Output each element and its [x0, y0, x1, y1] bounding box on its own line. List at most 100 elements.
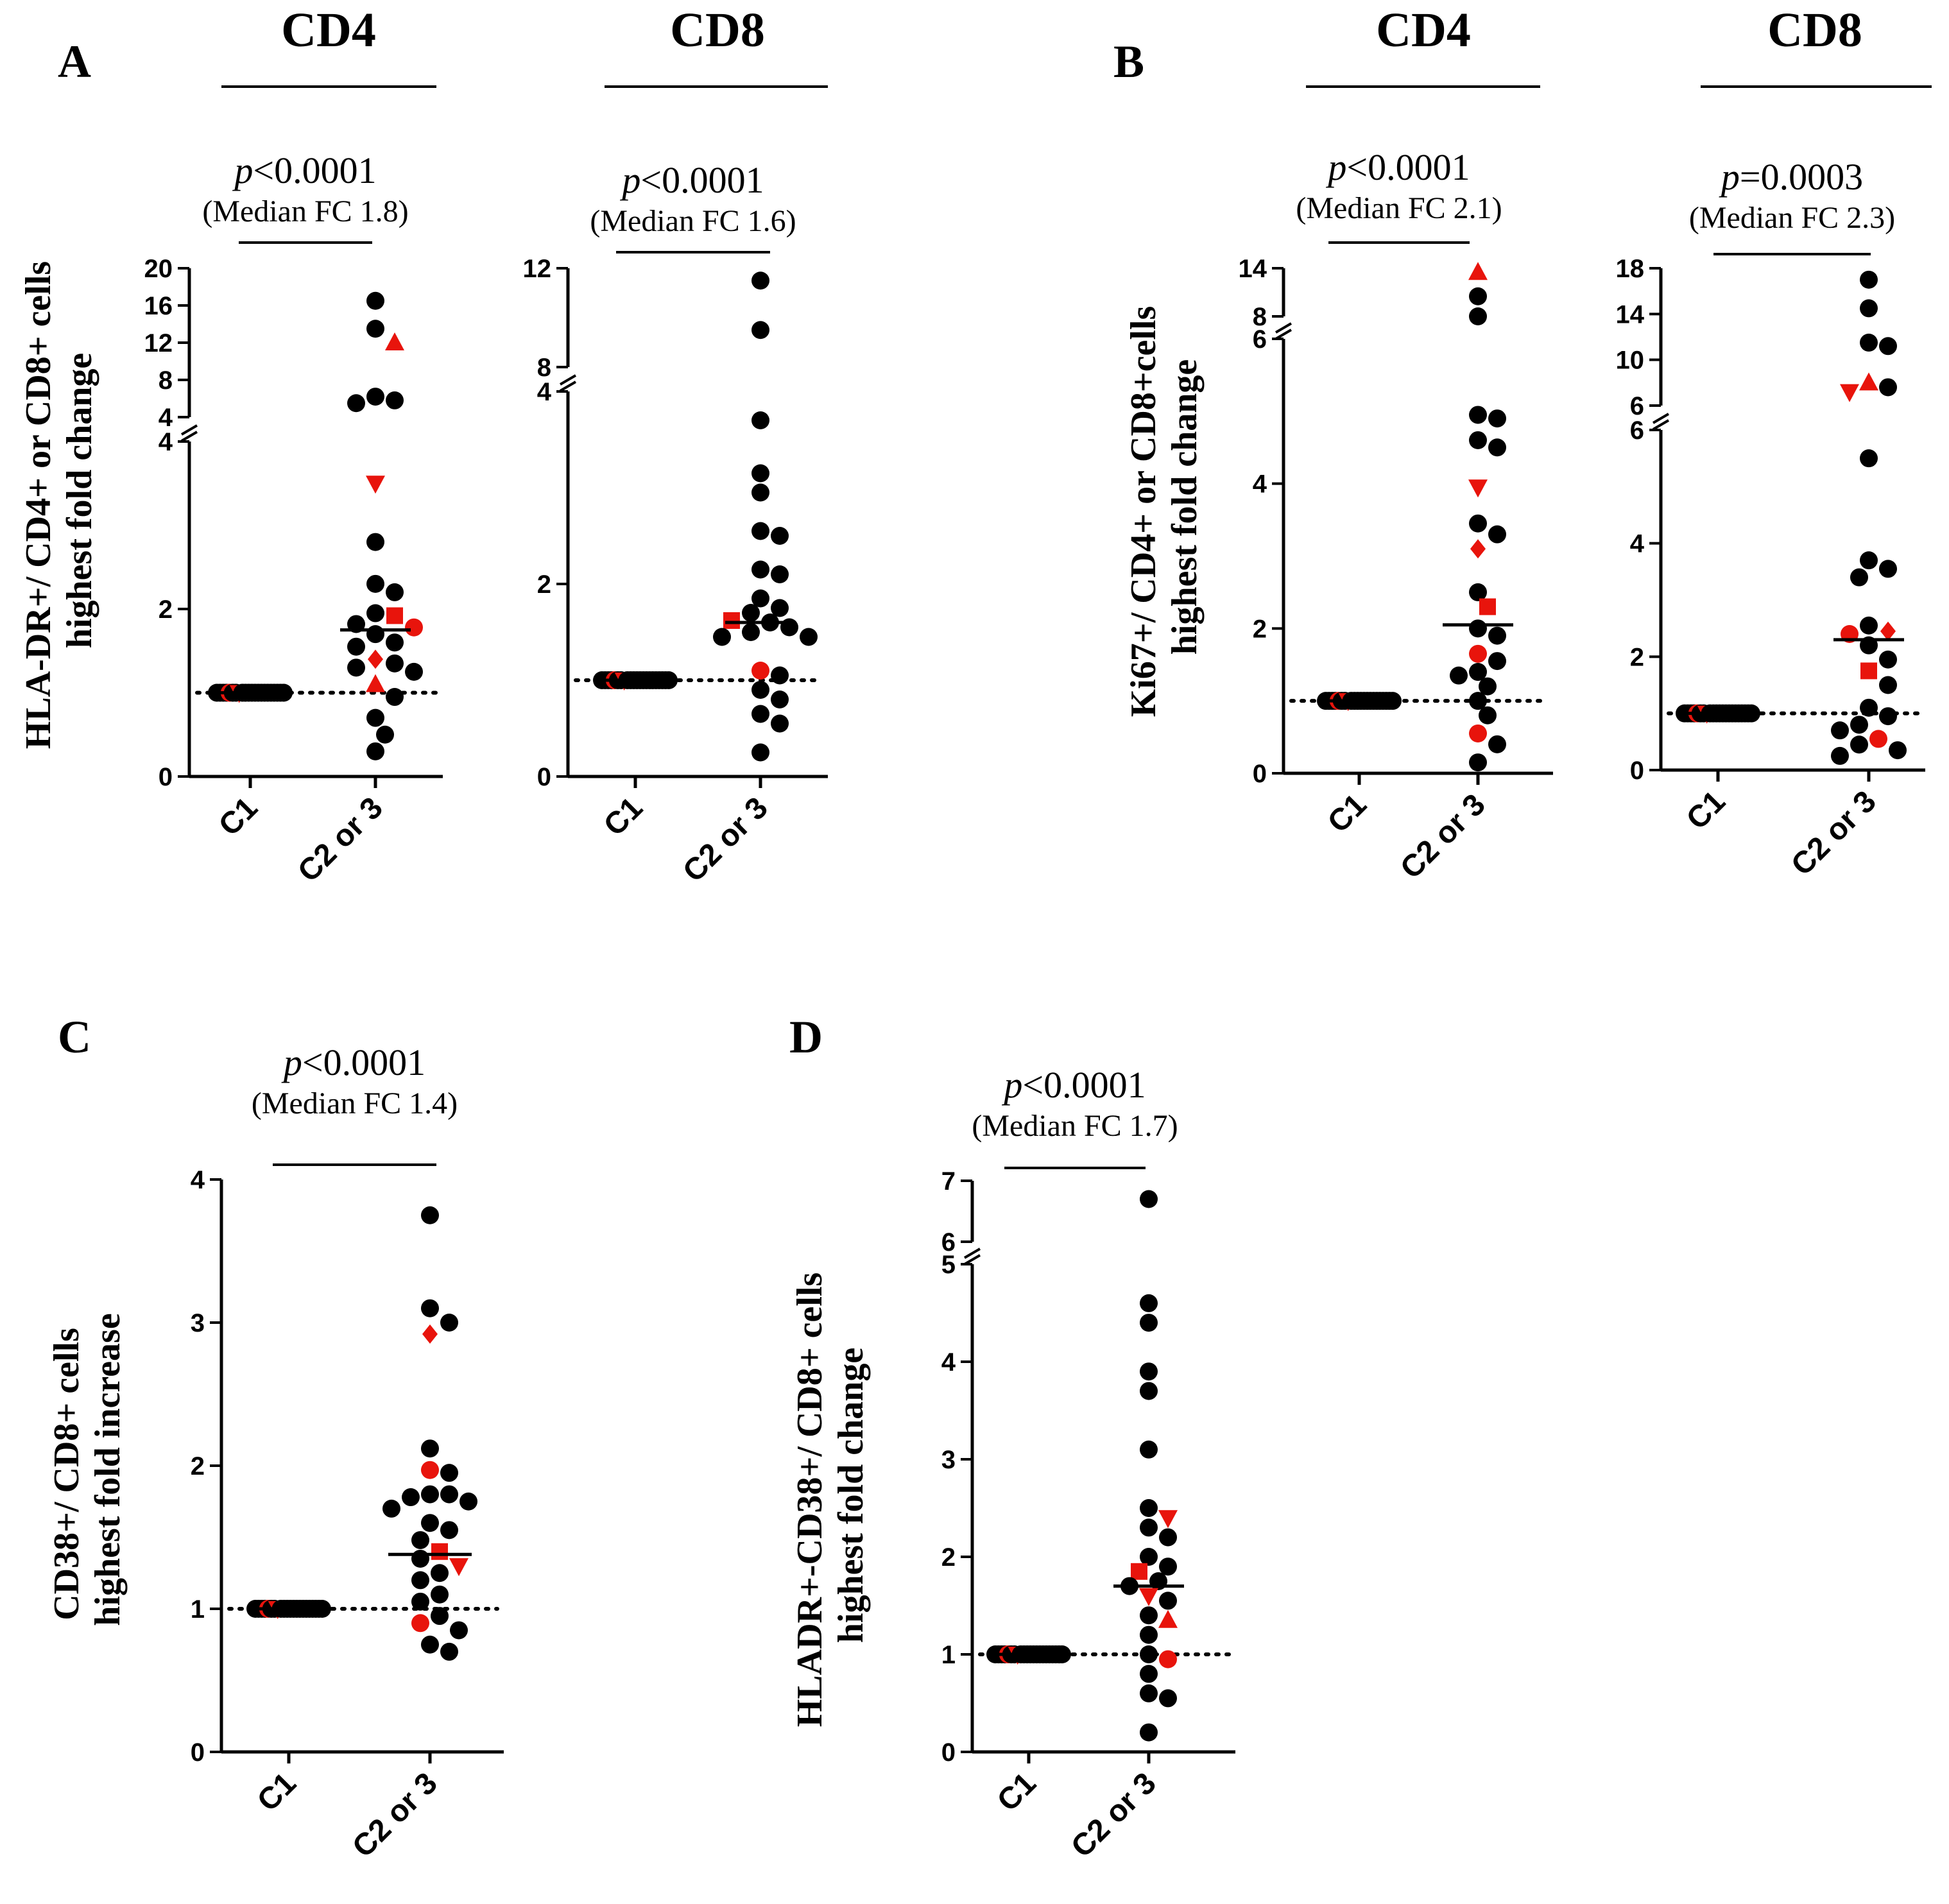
c2-point	[771, 527, 789, 545]
y-tick-label: 6	[1253, 325, 1267, 354]
c2-point	[1860, 698, 1878, 717]
y-axis-title-b-line1: Ki67+/ CD4+ or CD8+cells	[1124, 306, 1163, 717]
c2-point	[751, 411, 769, 429]
c2-point	[431, 1607, 449, 1625]
x-tick-label: C1	[597, 791, 649, 843]
c2-point	[1159, 1650, 1177, 1668]
y-tick-label: 6	[1630, 392, 1644, 420]
y-tick-label: 4	[159, 428, 173, 456]
c2-point	[1140, 1518, 1158, 1537]
c2-point	[751, 560, 769, 579]
y-axis-title-c-line1: CD38+/ CD8+ cells	[47, 1328, 87, 1620]
x-tick-label: C1	[1321, 787, 1373, 839]
y-tick-label: 4	[1253, 470, 1267, 499]
c2-point	[1450, 666, 1468, 685]
y-tick-label: 10	[1616, 347, 1645, 375]
c2-point	[411, 1592, 429, 1611]
c2-point	[1158, 1609, 1178, 1628]
c2-point	[450, 1621, 468, 1640]
y-tick-label: 8	[1253, 303, 1267, 331]
c2-point	[1158, 1510, 1178, 1529]
axis-break-mark	[963, 1254, 981, 1265]
c2-point	[1850, 735, 1868, 754]
c2-point	[366, 291, 384, 310]
x-tick-label: C2 or 3	[1065, 1766, 1163, 1864]
c2-point	[1140, 1440, 1158, 1459]
c2-point	[1488, 525, 1506, 544]
y-axis-title-b-line2: highest fold change	[1165, 359, 1205, 655]
c2-point	[1469, 514, 1487, 533]
y-tick-label: 4	[941, 1348, 956, 1377]
c2-point	[1140, 1294, 1158, 1312]
c2-point	[1850, 716, 1868, 734]
c2-point	[366, 742, 384, 760]
median-fc-label: (Median FC 2.3)	[1689, 201, 1895, 235]
c2-point	[1131, 1563, 1147, 1580]
x-tick-label: C2 or 3	[291, 791, 390, 889]
y-tick-label: 1	[191, 1595, 205, 1624]
c2-point	[1859, 372, 1878, 391]
c2-point	[751, 522, 769, 540]
c2-point	[1140, 1548, 1158, 1566]
y-tick-label: 0	[159, 763, 173, 791]
c2-point	[1140, 1314, 1158, 1332]
c2-point	[771, 714, 789, 733]
c2-point	[1479, 706, 1497, 725]
c2-point	[742, 623, 760, 641]
c2-point	[1879, 337, 1897, 356]
c2-point	[366, 320, 384, 338]
p-value-label: p<0.0001	[232, 150, 376, 191]
c2-point	[1139, 1588, 1158, 1606]
c2-point	[411, 1549, 429, 1568]
c2-point	[1140, 1723, 1158, 1742]
c2-point	[1850, 568, 1868, 587]
x-tick-label: C1	[991, 1766, 1043, 1818]
c2-point	[1140, 1499, 1158, 1517]
c2-point	[1879, 676, 1897, 694]
c2-point	[422, 1324, 438, 1344]
chart-a-cd4: 0 2 44 8 12 16 20 C1 C2 or 3 p<0.0001(Median FC 1…	[144, 150, 443, 889]
y-axis-title-a-line1: HLA-DR+/ CD4+ or CD8+ cells	[19, 261, 58, 749]
c2-point	[347, 658, 365, 677]
y-tick-label: 6	[941, 1228, 956, 1256]
y-tick-label: 7	[941, 1167, 956, 1196]
y-tick-label: 2	[537, 570, 551, 599]
c2-point	[421, 1514, 439, 1532]
median-fc-label: (Median FC 1.6)	[590, 204, 796, 238]
c2-point	[1488, 409, 1506, 428]
c2-point	[440, 1521, 458, 1539]
y-tick-label: 0	[537, 763, 551, 791]
y-tick-label: 8	[159, 366, 173, 395]
c2-point	[386, 607, 403, 624]
c2-point	[1860, 333, 1878, 352]
c2-point	[751, 483, 769, 502]
y-tick-label: 6	[1630, 416, 1644, 445]
y-tick-label: 2	[159, 596, 173, 624]
c2-point	[1860, 662, 1877, 680]
y-tick-label: 0	[191, 1738, 205, 1767]
chart-c: 0 1 2 3 4 C1 C2 or 3 p<0.0001(Median FC 1.4)	[191, 1042, 504, 1864]
y-tick-label: 4	[159, 404, 173, 432]
c2-point	[1860, 299, 1878, 318]
p-symbol: p	[1001, 1064, 1022, 1106]
panel-letter-c: C	[58, 1011, 91, 1063]
c2-point	[800, 628, 818, 646]
c2-point	[421, 1485, 439, 1504]
y-tick-label: 0	[1630, 757, 1644, 785]
c2-point	[771, 666, 789, 685]
c2-point	[1869, 730, 1887, 748]
c2-point	[405, 662, 423, 681]
c2-point	[1159, 1557, 1177, 1576]
c2-point	[1469, 724, 1487, 742]
c2-point	[366, 574, 384, 593]
y-tick-label: 2	[1253, 615, 1267, 643]
c2-point	[405, 618, 423, 637]
c2-point	[742, 604, 760, 622]
y-tick-label: 14	[1616, 300, 1645, 329]
c2-point	[1140, 1645, 1158, 1663]
c2-point	[382, 1499, 400, 1518]
c2-point	[1479, 677, 1497, 696]
c2-point	[411, 1531, 429, 1549]
c2-point	[431, 1543, 448, 1560]
